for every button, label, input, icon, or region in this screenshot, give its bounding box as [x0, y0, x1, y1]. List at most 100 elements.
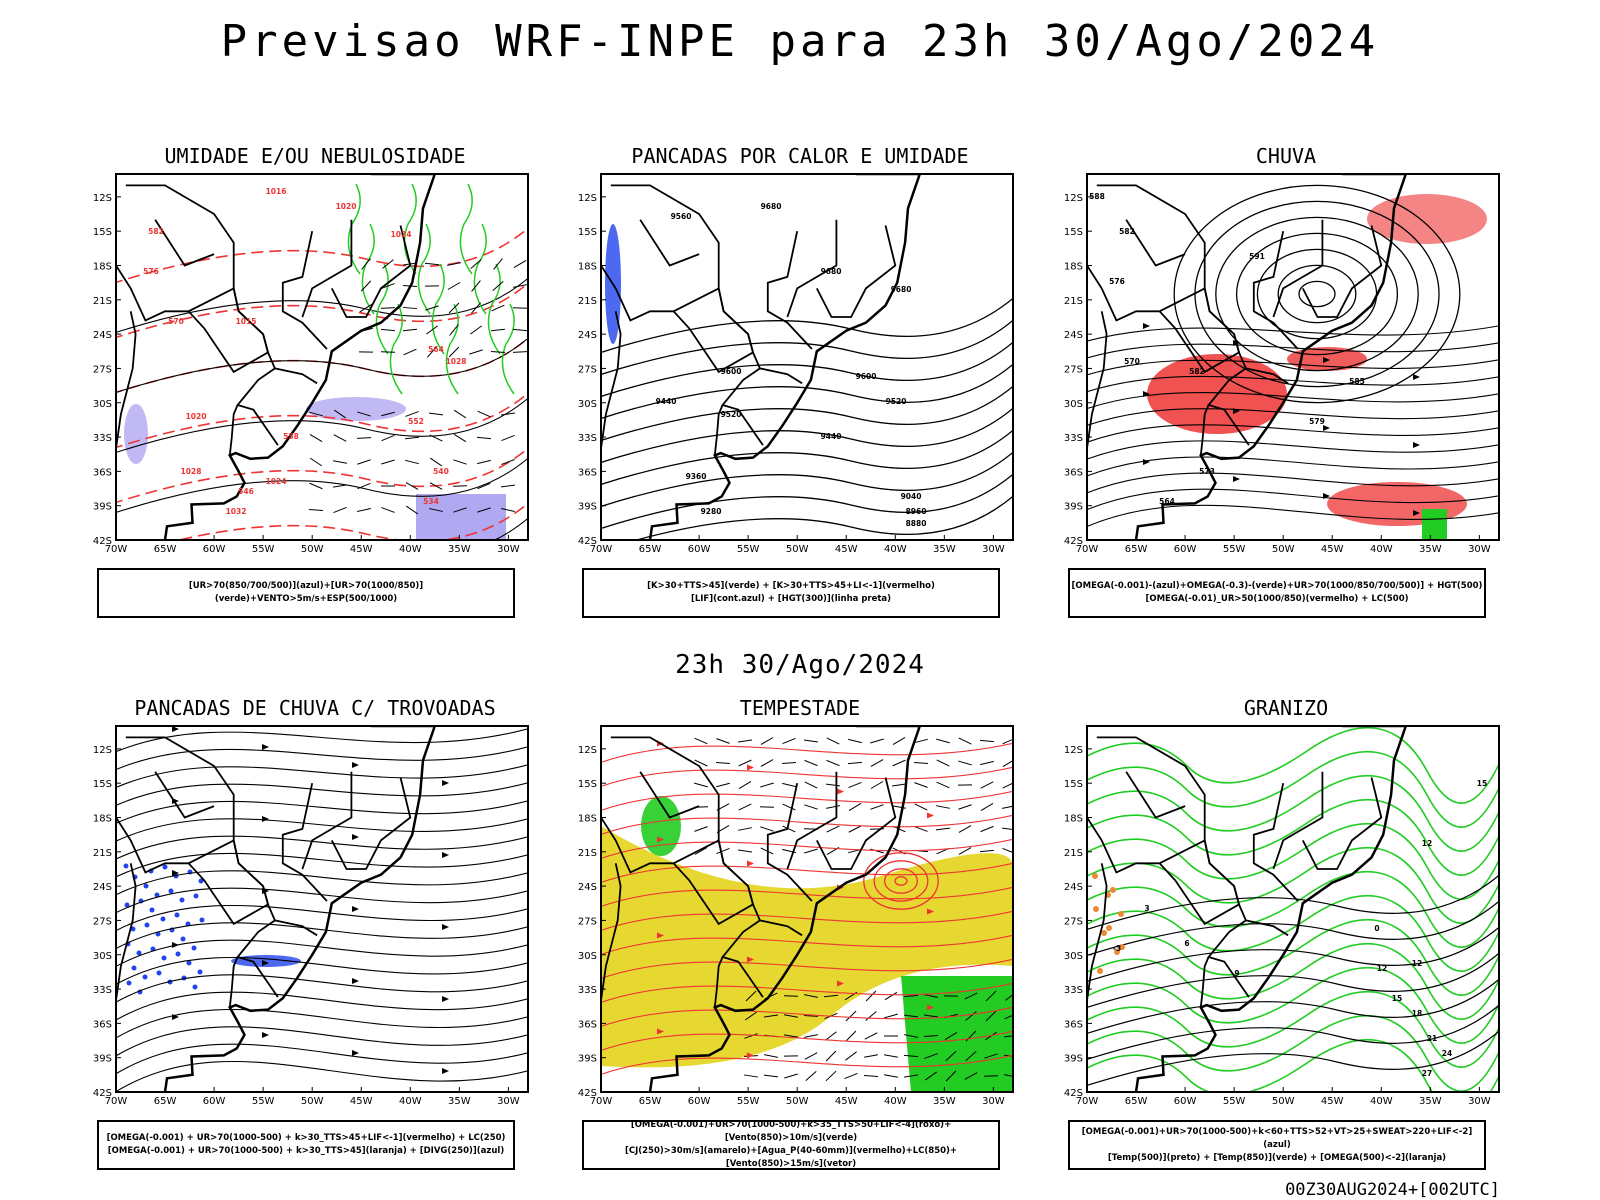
wind-vector: [884, 1054, 898, 1058]
omega-dot: [1092, 873, 1098, 879]
wind-vector: [500, 484, 516, 488]
wind-vector: [784, 1014, 798, 1018]
lat-tick-label: 15S: [93, 227, 112, 238]
wind-vector: [1001, 827, 1013, 831]
temp850-contour: [1087, 919, 1499, 996]
wind-vector: [760, 737, 774, 745]
contour: [873, 860, 929, 902]
wind-vector: [477, 507, 491, 513]
contour-label: 1016: [266, 187, 287, 196]
political-border: [672, 287, 755, 374]
wind-vector: [694, 782, 708, 788]
legend-line-1: [OMEGA(-0.001)+UR>70(1000-500)+k>35_TTS>…: [630, 1120, 952, 1143]
political-border: [672, 839, 755, 926]
contour-line: [601, 429, 1013, 486]
wind-vector: [380, 328, 396, 332]
contour-label: 15: [1392, 994, 1402, 1003]
political-border: [786, 219, 838, 318]
wind-vector: [870, 738, 884, 744]
wind-vector: [429, 482, 443, 490]
lon-tick-label: 30W: [497, 1096, 520, 1107]
map-granizo: 12 12 15 18 21 24 27 -3 0 3 6 9 12 15 12S 15S 18S 21S 24S 2…: [1064, 725, 1500, 1107]
wind-vector: [845, 1051, 857, 1061]
lat-tick-label: 42S: [93, 1088, 112, 1099]
legend-line-1: [OMEGA(-0.001)+UR>70(1000-500)+k<60+TTS>…: [1081, 1126, 1473, 1150]
streamline-arrow: [172, 870, 179, 876]
wind-vector: [333, 460, 347, 464]
divergence-dot: [154, 892, 160, 898]
humidity-contour: [487, 263, 501, 355]
wind-vector: [405, 459, 419, 465]
political-border: [187, 839, 270, 926]
political-border: [766, 783, 813, 902]
political-border: [1087, 817, 1160, 874]
lon-tick-label: 70W: [105, 1096, 128, 1107]
wind-vector: [844, 1072, 858, 1080]
temp850-contour: [1087, 1015, 1499, 1092]
contour-label: 3: [1144, 904, 1149, 913]
streamline: [601, 1054, 1013, 1076]
political-border: [1272, 219, 1324, 318]
wind-vector: [864, 1032, 878, 1040]
wind-vector: [870, 781, 884, 789]
streamline: [601, 910, 1013, 932]
political-border: [228, 956, 239, 1008]
wind-vector: [782, 803, 796, 811]
contour-line: [1087, 952, 1499, 1009]
lon-tick-label: 35W: [1419, 1096, 1442, 1107]
contour-label: 9680: [821, 267, 842, 276]
contour: [1173, 184, 1461, 404]
lon-tick-label: 35W: [933, 544, 956, 555]
map-plot-area: 9680 9680 9600 9520 9440 9360 9280 9600 9520 9440…: [601, 174, 1013, 540]
political-border: [713, 956, 724, 1008]
lat-tick-label: 42S: [578, 1088, 597, 1099]
streamline-arrow: [442, 780, 449, 786]
legend-line-2: [OMEGA(-0.01)_UR>50(1000/850)(vermelho) …: [1145, 594, 1409, 604]
streamline: [1087, 342, 1499, 359]
strong-wind-area: [901, 976, 1013, 1092]
wind-vector: [448, 346, 460, 358]
political-border: [1125, 219, 1186, 267]
humidity-contour: [417, 223, 431, 315]
legend-chuva: [OMEGA(-0.001)-(azul)+OMEGA(-0.3)-(verde…: [1068, 568, 1486, 618]
lat-tick-label: 21S: [578, 296, 597, 307]
lat-tick-label: 24S: [1064, 330, 1083, 341]
lat-tick-label: 21S: [93, 296, 112, 307]
wind-vector: [913, 761, 929, 765]
streamline-arrow: [927, 812, 934, 819]
contour-label: 570: [168, 317, 184, 326]
lat-tick-label: 18S: [578, 262, 597, 273]
wind-vector: [848, 781, 862, 789]
lat-tick-label: 15S: [1064, 779, 1083, 790]
political-border: [639, 771, 700, 819]
lat-tick-label: 33S: [578, 433, 597, 444]
lat-tick-label: 15S: [578, 227, 597, 238]
political-border: [116, 311, 137, 451]
wind-vector: [804, 994, 818, 998]
mid-title: 23h 30/Ago/2024: [675, 650, 925, 680]
lat-tick-label: 30S: [1064, 951, 1083, 962]
humidity-area: [416, 494, 506, 540]
contour-label: 564: [1159, 497, 1175, 506]
contour-label: 552: [408, 417, 424, 426]
wind-vector: [309, 411, 323, 417]
streamline-arrow: [262, 960, 269, 966]
political-border: [759, 919, 803, 937]
lat-tick-label: 27S: [578, 916, 597, 927]
divergence-dot: [130, 926, 136, 932]
wind-vector: [848, 738, 862, 744]
lat-tick-label: 12S: [578, 193, 597, 204]
coastline: [1134, 174, 1408, 540]
lat-tick-label: 21S: [1064, 848, 1083, 859]
divergence-dot: [123, 863, 129, 869]
wind-vector: [980, 825, 994, 833]
wind-vector: [309, 482, 323, 490]
contour-line: [116, 392, 528, 449]
wind-vector: [784, 1034, 798, 1038]
lon-tick-label: 50W: [786, 1096, 809, 1107]
lon-tick-label: 30W: [1468, 1096, 1491, 1107]
wind-vector: [1002, 760, 1013, 768]
wind-vector: [804, 848, 818, 854]
lon-tick-label: 55W: [252, 1096, 275, 1107]
wind-vector: [863, 1074, 879, 1078]
